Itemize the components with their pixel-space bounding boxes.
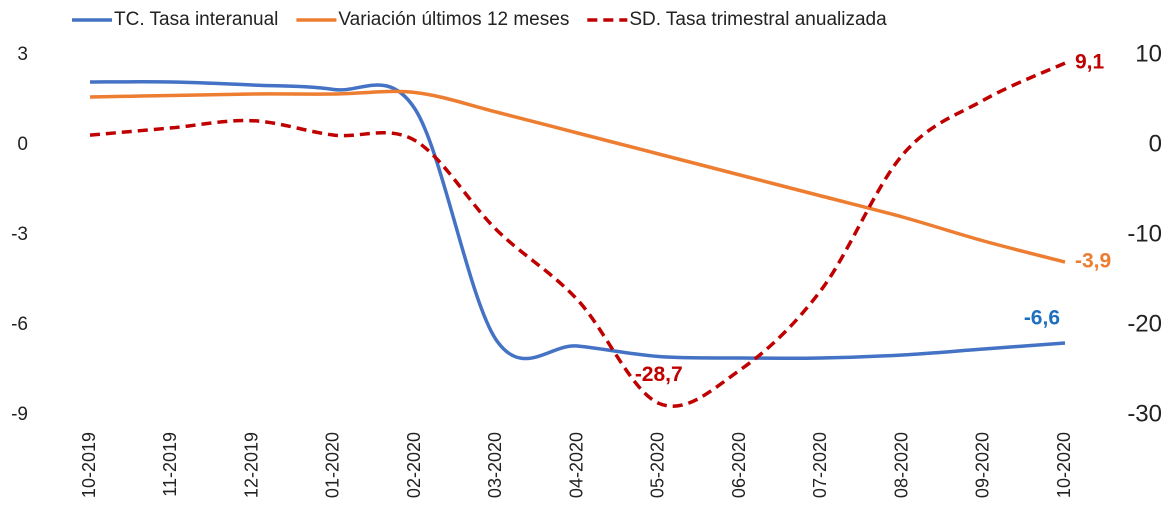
x-tick-label: 05-2020 <box>648 432 668 498</box>
y2-tick-label: -30 <box>1127 400 1162 427</box>
x-tick-label: 04-2020 <box>566 432 586 498</box>
line <box>89 89 1066 264</box>
y2-tick-label: -10 <box>1127 220 1162 247</box>
x-tick-label: 06-2020 <box>729 432 749 498</box>
x-tick-label: 02-2020 <box>404 432 424 498</box>
value-label: -6,6 <box>1024 307 1060 330</box>
x-tick-label: 11-2019 <box>160 432 180 497</box>
value-label: 9,1 <box>1075 51 1105 74</box>
value-label: -3,9 <box>1075 250 1111 273</box>
x-tick-label: 12-2019 <box>241 432 261 498</box>
x-tick-label: 03-2020 <box>485 432 505 498</box>
x-tick-label: 10-2020 <box>1054 432 1074 498</box>
y-tick-label: -6 <box>11 314 28 335</box>
legend-label: Variación últimos 12 meses <box>338 9 569 30</box>
legend-label: TC. Tasa interanual <box>114 9 278 30</box>
y2-tick-label: 10 <box>1135 40 1162 67</box>
x-tick-label: 07-2020 <box>810 432 830 498</box>
x-tick-label: 09-2020 <box>973 432 993 498</box>
legend-label: SD. Tasa trimestral anualizada <box>629 9 887 30</box>
y-tick-label: 0 <box>17 134 28 155</box>
y2-tick-label: 0 <box>1149 130 1162 157</box>
line <box>89 80 1066 361</box>
y2-tick-label: -20 <box>1127 310 1162 337</box>
y-tick-label: 3 <box>17 44 28 65</box>
x-tick-label: 08-2020 <box>891 432 911 498</box>
y-tick-label: -3 <box>11 224 28 245</box>
value-label: -28,7 <box>635 363 683 386</box>
y-tick-label: -9 <box>11 404 28 425</box>
x-tick-label: 10-2019 <box>79 432 99 498</box>
x-tick-label: 01-2020 <box>323 432 343 498</box>
